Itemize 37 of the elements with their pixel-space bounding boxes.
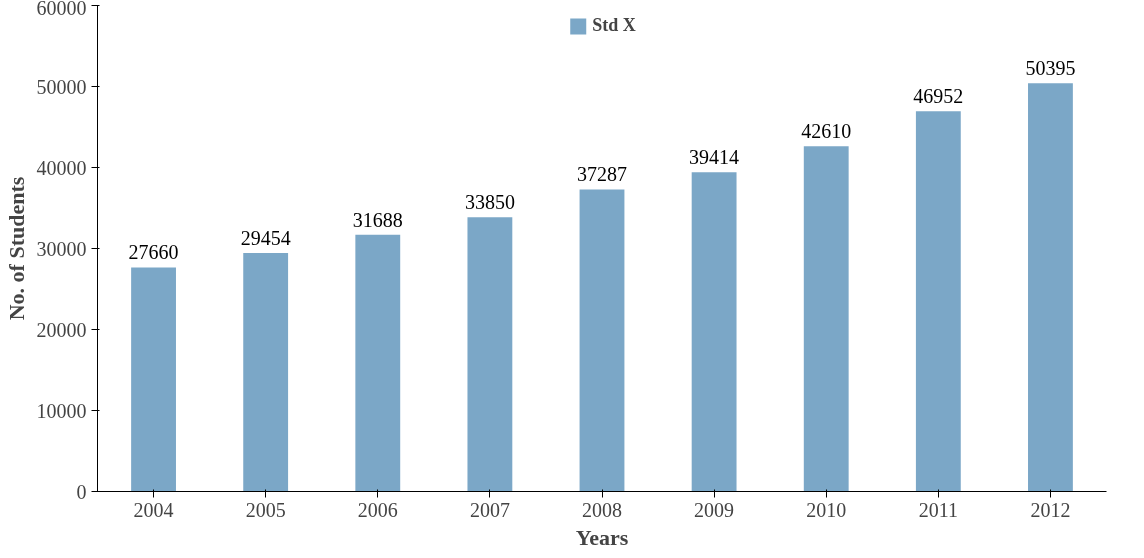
data-label: 39414 bbox=[689, 146, 740, 169]
data-label: 29454 bbox=[240, 226, 291, 249]
x-tick-label: 2011 bbox=[918, 498, 958, 521]
x-axis-title: Years bbox=[575, 524, 629, 550]
bar bbox=[579, 189, 625, 492]
data-label: 27660 bbox=[128, 241, 179, 264]
data-label: 31688 bbox=[352, 208, 403, 231]
y-tick-label: 20000 bbox=[36, 318, 87, 341]
data-label: 50395 bbox=[1025, 57, 1076, 80]
y-tick-label: 40000 bbox=[36, 156, 87, 179]
y-tick-label: 50000 bbox=[36, 75, 87, 98]
y-tick-label: 30000 bbox=[36, 237, 87, 260]
data-label: 37287 bbox=[577, 163, 627, 186]
bar bbox=[131, 267, 176, 492]
bar bbox=[915, 111, 961, 492]
data-label: 42610 bbox=[801, 120, 852, 143]
x-tick-label: 2007 bbox=[469, 498, 510, 521]
bar bbox=[467, 217, 513, 492]
x-tick-label: 2006 bbox=[357, 498, 398, 521]
y-axis-title: No. of Students bbox=[3, 176, 29, 321]
x-tick-label: 2004 bbox=[133, 498, 174, 521]
bar bbox=[1028, 83, 1073, 492]
y-tick-label: 60000 bbox=[36, 0, 87, 19]
bar bbox=[355, 234, 401, 492]
data-label: 33850 bbox=[464, 191, 515, 214]
data-label: 46952 bbox=[913, 85, 964, 108]
x-tick-label: 2010 bbox=[806, 498, 847, 521]
bar bbox=[803, 146, 849, 492]
y-tick-label: 10000 bbox=[36, 399, 87, 422]
bar bbox=[691, 172, 737, 492]
x-tick-label: 2005 bbox=[245, 498, 286, 521]
y-tick-label: 0 bbox=[76, 480, 87, 503]
x-tick-label: 2009 bbox=[694, 498, 735, 521]
x-tick-label: 2012 bbox=[1030, 498, 1071, 521]
x-tick-label: 2008 bbox=[582, 498, 622, 521]
legend-label: Std X bbox=[592, 15, 636, 36]
bar bbox=[243, 252, 289, 492]
